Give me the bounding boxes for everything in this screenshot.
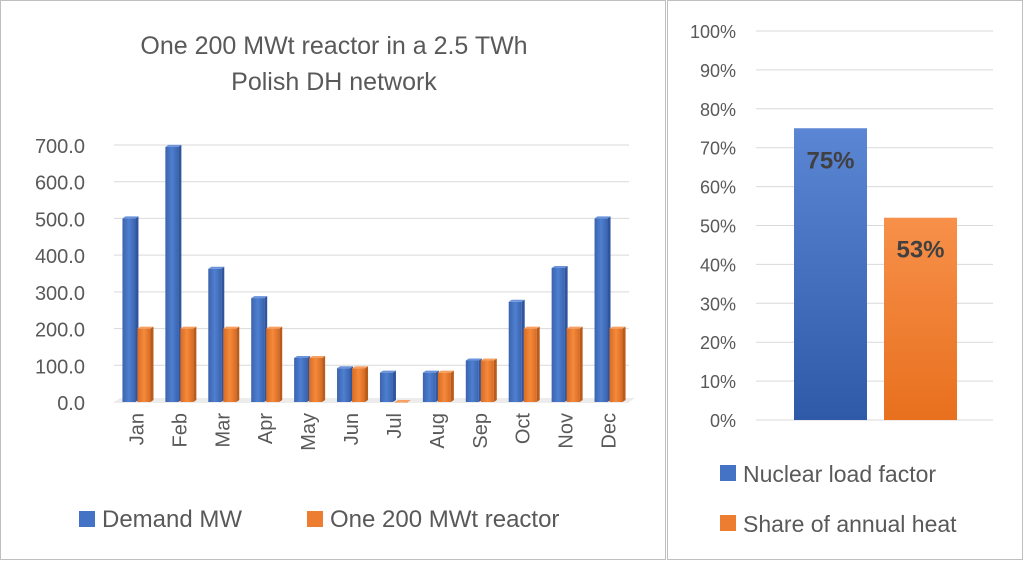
bar-demand-jul <box>379 370 396 402</box>
y-axis-tick-labels: 0.0 100.0 200.0 300.0 400.0 500.0 600.0 700.0 <box>35 136 85 415</box>
y-tick-label: 50% <box>700 217 736 237</box>
data-label-share-of-annual-heat: 53% <box>896 237 944 264</box>
y-tick-label: 200.0 <box>35 320 85 342</box>
gridlines <box>114 144 635 403</box>
bar-nuclear-load-factor <box>794 128 867 420</box>
chart-title-line-2: Polish DH network <box>231 68 437 96</box>
x-tick-label: Feb <box>169 413 191 447</box>
bar-reactor-oct <box>523 326 540 402</box>
legend-swatch-reactor <box>307 511 323 527</box>
bar-demand-aug <box>422 370 439 402</box>
legend: Demand MW One 200 MWt reactor <box>79 506 559 533</box>
bar-reactor-jun <box>352 366 369 402</box>
bar-demand-dec <box>594 216 611 402</box>
bar-reactor-aug <box>437 370 454 402</box>
load-factor-share-chart: 0% 10% 20% 30% 40% 50% 60% 70% 80% 90% 100% 75% 53%… <box>690 22 993 537</box>
bar-demand-jan <box>122 216 139 402</box>
x-tick-label: Jul <box>384 413 406 439</box>
y-tick-label: 40% <box>700 255 736 275</box>
x-tick-label: May <box>298 413 320 451</box>
gridlines <box>756 30 993 421</box>
bar-reactor-feb <box>180 326 197 402</box>
bar-demand-nov <box>551 265 568 402</box>
chart-floor <box>114 398 635 402</box>
legend-label-demand: Demand MW <box>102 506 242 533</box>
x-tick-label: Aug <box>427 413 449 449</box>
monthly-demand-chart-panel: One 200 MWt reactor in a 2.5 TWh Polish … <box>0 0 666 560</box>
x-tick-label: Jan <box>126 413 148 445</box>
y-tick-label: 100.0 <box>35 356 85 378</box>
y-tick-label: 400.0 <box>35 246 85 268</box>
y-tick-label: 10% <box>700 372 736 392</box>
bar-demand-may <box>294 355 311 402</box>
legend-label-load-factor: Nuclear load factor <box>743 461 936 487</box>
bar-demand-feb <box>165 144 182 403</box>
monthly-demand-chart: One 200 MWt reactor in a 2.5 TWh Polish … <box>35 32 635 533</box>
y-axis-tick-labels: 0% 10% 20% 30% 40% 50% 60% 70% 80% 90% 100% <box>690 22 736 431</box>
y-tick-label: 0.0 <box>57 393 85 415</box>
bar-marks <box>122 144 626 403</box>
y-tick-label: 90% <box>700 61 736 81</box>
data-label-nuclear-load-factor: 75% <box>806 147 854 174</box>
legend-label-annual-heat: Share of annual heat <box>743 511 957 537</box>
bar-reactor-jul <box>394 400 411 403</box>
y-tick-label: 20% <box>700 333 736 353</box>
legend: Nuclear load factor Share of annual heat <box>720 461 957 537</box>
y-tick-label: 80% <box>700 100 736 120</box>
legend-label-reactor: One 200 MWt reactor <box>330 506 559 533</box>
y-tick-label: 70% <box>700 139 736 159</box>
y-tick-label: 30% <box>700 294 736 314</box>
legend-swatch-demand <box>79 511 95 527</box>
bar-reactor-sep <box>480 358 497 402</box>
legend-swatch-load-factor <box>720 465 736 481</box>
y-tick-label: 600.0 <box>35 173 85 195</box>
x-tick-label: Nov <box>556 413 578 449</box>
bar-demand-jun <box>337 366 354 402</box>
x-tick-label: Mar <box>212 413 234 448</box>
y-tick-label: 100% <box>690 22 736 42</box>
x-tick-label: Dec <box>599 413 621 449</box>
legend-swatch-annual-heat <box>720 515 736 531</box>
y-tick-label: 0% <box>710 411 736 431</box>
bar-demand-oct <box>508 299 525 402</box>
y-tick-label: 700.0 <box>35 136 85 158</box>
bar-marks: 75% 53% <box>794 128 957 420</box>
bar-reactor-mar <box>223 326 240 402</box>
x-tick-label: Jun <box>341 413 363 445</box>
y-tick-label: 60% <box>700 178 736 198</box>
x-tick-label: Oct <box>513 413 535 445</box>
chart-title-line-1: One 200 MWt reactor in a 2.5 TWh <box>140 32 527 60</box>
bar-demand-sep <box>465 358 482 402</box>
bar-demand-apr <box>251 296 268 402</box>
x-tick-label: Apr <box>255 413 277 444</box>
bar-reactor-jan <box>137 326 154 402</box>
bar-share-of-annual-heat <box>884 217 957 420</box>
bar-reactor-dec <box>609 326 626 402</box>
summary-chart-panel: 0% 10% 20% 30% 40% 50% 60% 70% 80% 90% 100% 75% 53%… <box>667 0 1023 560</box>
bar-reactor-nov <box>566 326 583 402</box>
y-tick-label: 500.0 <box>35 209 85 231</box>
x-axis-tick-labels: Jan Feb Mar Apr May Jun Jul Aug Sep Oct Nov Dec <box>126 413 620 451</box>
x-tick-label: Sep <box>470 413 492 449</box>
y-tick-label: 300.0 <box>35 283 85 305</box>
bar-reactor-apr <box>266 326 283 402</box>
bar-demand-mar <box>208 266 225 402</box>
bar-reactor-may <box>309 355 326 402</box>
